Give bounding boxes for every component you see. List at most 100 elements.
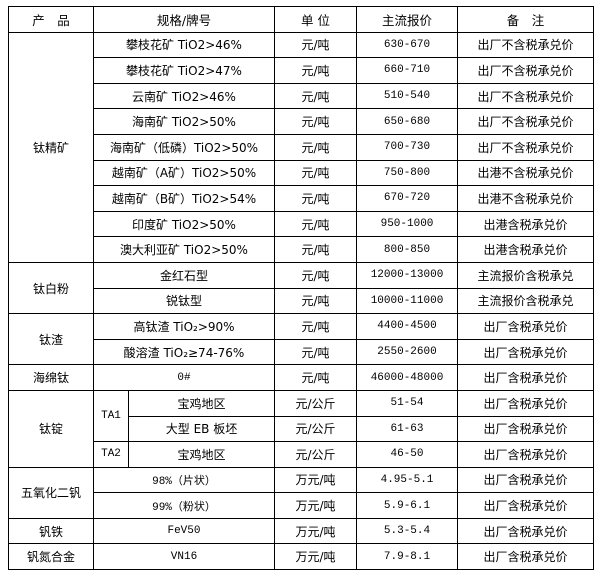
note-cell: 主流报价含税承兑	[457, 261, 594, 289]
header-product: 产 品	[8, 6, 94, 33]
note-cell: 出厂不含税承兑价	[457, 133, 594, 161]
note-cell: 出港含税承兑价	[457, 236, 594, 263]
note-cell: 出厂不含税承兑价	[457, 108, 594, 135]
unit-cell: 元/吨	[274, 287, 357, 315]
price-cell: 510-540	[356, 82, 458, 110]
price-cell: 650-680	[356, 108, 458, 135]
unit-cell: 元/吨	[274, 261, 357, 289]
unit-cell: 元/吨	[274, 210, 357, 238]
note-cell: 出厂含税承兑价	[457, 441, 594, 468]
unit-cell: 元/吨	[274, 159, 357, 187]
table-row: 锐钛型 元/吨 10000-11000 主流报价含税承兑	[9, 287, 594, 315]
product-name: 钛渣	[8, 313, 94, 366]
spec-cell: 越南矿（A矿）TiO2>50%	[93, 159, 275, 187]
spec-cell: 锐钛型	[93, 287, 275, 315]
price-cell: 4.95-5.1	[356, 466, 458, 494]
spec-cell: 98%（片状）	[93, 466, 275, 494]
table-row: 钛白粉 金红石型 元/吨 12000-13000 主流报价含税承兑	[8, 261, 594, 315]
note-cell: 出厂含税承兑价	[457, 517, 594, 545]
table-row: 钛锭 TA1 宝鸡地区 元/公斤 51-54 出厂含税承兑价	[8, 389, 594, 468]
spec-cell: 攀枝花矿 TiO2>46%	[93, 31, 275, 59]
price-cell: 750-800	[356, 159, 458, 187]
table-row: 越南矿（B矿）TiO2>54% 元/吨 670-720 出港不含税承兑价	[9, 185, 594, 212]
spec-cell: 海南矿 TiO2>50%	[93, 108, 275, 135]
spec-cell: 海南矿（低磷）TiO2>50%	[93, 133, 275, 161]
note-cell: 出厂含税承兑价	[457, 313, 594, 340]
table-row: TA2 宝鸡地区 元/公斤 46-50 出厂含税承兑价	[9, 441, 594, 468]
table-row: 钒氮合金 VN16 万元/吨 7.9-8.1 出厂含税承兑价	[8, 543, 594, 571]
unit-cell: 元/吨	[274, 108, 357, 135]
spec-cell: 金红石型	[93, 261, 275, 289]
spec-cell: 0#	[93, 364, 275, 391]
header-row: 产 品 规格/牌号 单 位 主流报价 备 注	[8, 6, 594, 33]
unit-cell: 元/公斤	[274, 441, 357, 468]
price-table: 产 品 规格/牌号 单 位 主流报价 备 注 钛精矿 攀枝花矿 TiO2>46% 元…	[8, 6, 594, 571]
price-cell: 51-54	[356, 389, 458, 417]
product-name: 钛精矿	[8, 31, 94, 263]
spec-cell: 印度矿 TiO2>50%	[93, 210, 275, 238]
unit-cell: 元/吨	[274, 31, 357, 59]
table-row: 99%（粉状） 万元/吨 5.9-6.1 出厂含税承兑价	[9, 492, 594, 519]
product-name: 海绵钛	[8, 364, 94, 391]
note-cell: 出厂不含税承兑价	[457, 31, 594, 59]
note-cell: 出厂含税承兑价	[457, 364, 594, 391]
price-cell: 46-50	[356, 441, 458, 468]
price-cell: 660-710	[356, 57, 458, 84]
table-row: 钛渣 高钛渣 TiO₂>90% 元/吨 4400-4500 出厂含税承兑价	[8, 313, 594, 366]
unit-cell: 元/吨	[274, 82, 357, 110]
unit-cell: 元/吨	[274, 338, 357, 366]
unit-cell: 万元/吨	[274, 466, 357, 494]
note-cell: 出厂不含税承兑价	[457, 57, 594, 84]
price-cell: 46000-48000	[356, 364, 458, 391]
table-row: 越南矿（A矿）TiO2>50% 元/吨 750-800 出港不含税承兑价	[9, 159, 594, 187]
price-cell: 670-720	[356, 185, 458, 212]
spec-cell: 宝鸡地区	[128, 389, 275, 417]
note-cell: 出厂含税承兑价	[457, 338, 594, 366]
note-cell: 出厂不含税承兑价	[457, 82, 594, 110]
note-cell: 出港不含税承兑价	[457, 185, 594, 212]
unit-cell: 元/吨	[274, 57, 357, 84]
header-price: 主流报价	[356, 6, 458, 33]
price-cell: 700-730	[356, 133, 458, 161]
unit-cell: 元/吨	[274, 236, 357, 263]
product-name: 五氧化二钒	[8, 466, 94, 519]
unit-cell: 元/吨	[274, 313, 357, 340]
header-unit: 单 位	[274, 6, 357, 33]
unit-cell: 元/吨	[274, 185, 357, 212]
table-row: 酸溶渣 TiO₂≥74-76% 元/吨 2550-2600 出厂含税承兑价	[9, 338, 594, 366]
price-cell: 7.9-8.1	[356, 543, 458, 571]
price-cell: 61-63	[356, 415, 458, 443]
spec-cell: 澳大利亚矿 TiO2>50%	[93, 236, 275, 263]
spec-cell: 云南矿 TiO2>46%	[93, 82, 275, 110]
spec-cell: VN16	[93, 543, 275, 571]
table-row: 海南矿 TiO2>50% 元/吨 650-680 出厂不含税承兑价	[9, 108, 594, 135]
note-cell: 出厂含税承兑价	[457, 415, 594, 443]
table-row: 海南矿（低磷）TiO2>50% 元/吨 700-730 出厂不含税承兑价	[9, 133, 594, 161]
note-cell: 出厂含税承兑价	[457, 492, 594, 519]
grade-label: TA2	[93, 441, 129, 468]
table-row: 五氧化二钒 98%（片状） 万元/吨 4.95-5.1 出厂含税承兑价	[8, 466, 594, 519]
header-spec: 规格/牌号	[93, 6, 275, 33]
note-cell: 出港不含税承兑价	[457, 159, 594, 187]
spec-cell: 攀枝花矿 TiO2>47%	[93, 57, 275, 84]
price-cell: 2550-2600	[356, 338, 458, 366]
table-row: 云南矿 TiO2>46% 元/吨 510-540 出厂不含税承兑价	[9, 82, 594, 110]
spec-cell: 宝鸡地区	[128, 441, 275, 468]
unit-cell: 元/吨	[274, 133, 357, 161]
unit-cell: 元/公斤	[274, 389, 357, 417]
spec-cell: FeV50	[93, 517, 275, 545]
spec-cell: 酸溶渣 TiO₂≥74-76%	[93, 338, 275, 366]
spec-cell: 高钛渣 TiO₂>90%	[93, 313, 275, 340]
grade-label: TA1	[93, 389, 129, 443]
price-cell: 5.3-5.4	[356, 517, 458, 545]
price-cell: 4400-4500	[356, 313, 458, 340]
product-name: 钒铁	[8, 517, 94, 545]
product-name: 钛锭	[8, 389, 94, 468]
note-cell: 出厂含税承兑价	[457, 543, 594, 571]
price-cell: 800-850	[356, 236, 458, 263]
table-row: 大型 EB 板坯 元/公斤 61-63 出厂含税承兑价	[9, 415, 594, 443]
price-cell: 950-1000	[356, 210, 458, 238]
table-row: 海绵钛 0# 元/吨 46000-48000 出厂含税承兑价	[8, 364, 594, 391]
price-cell: 630-670	[356, 31, 458, 59]
table-row: 钒铁 FeV50 万元/吨 5.3-5.4 出厂含税承兑价	[8, 517, 594, 545]
